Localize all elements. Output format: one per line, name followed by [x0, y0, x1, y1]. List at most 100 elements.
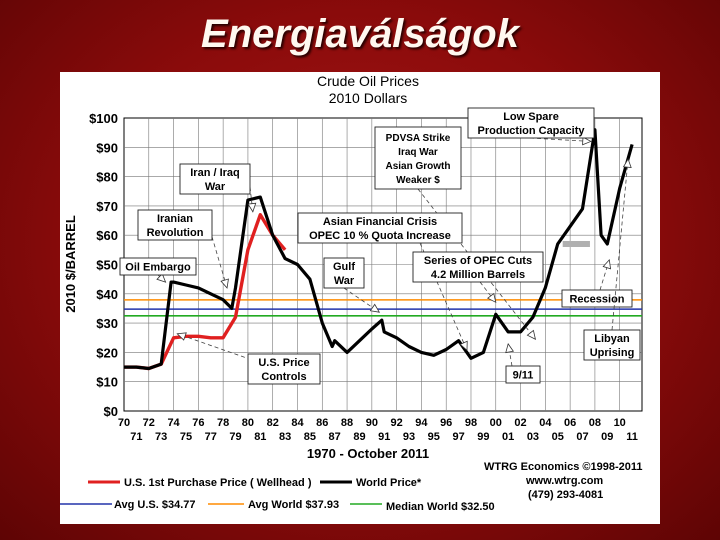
x-tick-label: 97 [452, 431, 464, 443]
chart-subtitle: 2010 Dollars [329, 90, 408, 106]
annotation-text: Series of OPEC Cuts [424, 255, 532, 267]
annotation-text: Gulf [333, 261, 355, 273]
y-tick-label: $0 [104, 404, 118, 419]
annotation-arrowhead [459, 340, 468, 352]
annotation-text: Production Capacity [478, 125, 586, 137]
annotation-asian-crisis: Asian Financial Crisis OPEC 10 % Quota In… [297, 212, 468, 352]
x-tick-label: 84 [291, 417, 304, 429]
annotation-arrowhead [487, 292, 497, 304]
annotation-libyan: Libyan Uprising [583, 158, 641, 361]
x-tick-label: 74 [167, 417, 180, 429]
annotation-price-controls: U.S. Price Controls [176, 332, 321, 385]
legend-item: World Price* [320, 477, 422, 489]
x-tick-label: 09 [601, 431, 613, 443]
x-tick-label: 11 [626, 431, 638, 443]
annotation-text: 4.2 Million Barrels [431, 269, 525, 281]
x-tick-label: 78 [217, 417, 229, 429]
annotation-opec-cuts: Series of OPEC Cuts 4.2 Million Barrels [412, 251, 544, 304]
x-tick-label: 70 [118, 417, 130, 429]
y-tick-label: $50 [96, 258, 118, 273]
x-tick-label: 87 [329, 431, 341, 443]
y-axis-label: 2010 $/BARREL [63, 215, 78, 313]
y-tick-label: $20 [96, 345, 118, 360]
x-tick-label: 00 [490, 417, 502, 429]
x-tick-label: 04 [539, 417, 552, 429]
annotation-text: Libyan [594, 333, 630, 345]
annotation-box [297, 212, 463, 244]
x-tick-label: 72 [143, 417, 155, 429]
annotation-low-spare: Low Spare Production Capacity [467, 107, 595, 146]
annotation-text: U.S. Price [258, 357, 309, 369]
x-tick-labels: 70 72 74 76 78 80 82 84 86 88 90 92 94 96 98 00 02 04 06 08… [118, 417, 638, 443]
x-tick-label: 92 [391, 417, 403, 429]
y-tick-label: $100 [89, 111, 118, 126]
x-tick-label: 01 [502, 431, 514, 443]
annotation-box [119, 257, 197, 276]
x-tick-label: 85 [304, 431, 316, 443]
annotation-arrowhead [176, 332, 187, 341]
reference-lines [124, 299, 642, 317]
y-tick-label: $70 [96, 199, 118, 214]
annotation-arrow [599, 259, 610, 291]
credit-line: www.wtrg.com [525, 475, 603, 487]
annotation-box [505, 365, 541, 384]
series-line [124, 128, 634, 371]
annotation-pdvsa: PDVSA Strike Iraq War Asian Growth Weaker $ [374, 126, 537, 340]
annotation-arrowhead [582, 136, 592, 146]
annotation-arrowhead [247, 202, 257, 213]
legend-label: Median World $32.50 [386, 501, 495, 513]
x-tick-label: 76 [192, 417, 204, 429]
annotation-gulf-war: Gulf War [323, 257, 381, 313]
annotation-arrowhead [526, 329, 537, 340]
x-tick-label: 75 [180, 431, 192, 443]
annotation-arrow [611, 158, 629, 331]
legend-item: Avg U.S. $34.77 [60, 499, 196, 511]
annotation-oil-embargo: Oil Embargo [119, 257, 197, 283]
annotation-arrow [419, 242, 468, 351]
x-tick-label: 02 [514, 417, 526, 429]
annotation-text: War [205, 181, 226, 193]
annotation-text: War [334, 275, 355, 287]
legend-item: Avg World $37.93 [208, 499, 339, 511]
credit-line: (479) 293-4081 [528, 489, 603, 501]
annotation-text: Revolution [147, 227, 204, 239]
x-tick-label: 03 [527, 431, 539, 443]
x-tick-label: 89 [353, 431, 365, 443]
x-tick-label: 96 [440, 417, 452, 429]
annotation-text: Iranian [157, 213, 193, 225]
annotation-text: Asian Financial Crisis [323, 216, 437, 228]
annotation-arrow [529, 137, 591, 142]
annotation-box [179, 163, 251, 195]
annotation-text: PDVSA Strike [386, 133, 451, 144]
y-tick-label: $80 [96, 170, 118, 185]
annotation-text: Asian Growth [385, 161, 450, 172]
x-tick-label: 73 [155, 431, 167, 443]
annotation-box [583, 329, 641, 361]
y-tick-label: $40 [96, 287, 118, 302]
x-tick-label: 05 [552, 431, 564, 443]
annotation-text: OPEC 10 % Quota Increase [309, 230, 451, 242]
annotation-arrowhead [220, 278, 229, 289]
credit-line: WTRG Economics ©1998-2011 [484, 461, 643, 473]
y-tick-label: $90 [96, 140, 118, 155]
x-tick-label: 95 [428, 431, 440, 443]
annotation-box [467, 107, 595, 139]
slide-title: Energiaválságok [201, 12, 519, 56]
annotation-iranian-revolution: Iranian Revolution [137, 209, 229, 289]
annotation-nine-eleven: 9/11 [505, 342, 541, 384]
y-tick-label: $60 [96, 228, 118, 243]
annotation-arrowhead [622, 158, 632, 168]
x-tick-label: 88 [341, 417, 353, 429]
x-tick-label: 91 [378, 431, 390, 443]
y-tick-label: $30 [96, 316, 118, 331]
annotation-recession: Recession [561, 258, 633, 308]
y-tick-label: $10 [96, 375, 118, 390]
annotation-text: Low Spare [503, 111, 559, 123]
annotation-box [137, 209, 213, 241]
annotation-box [561, 289, 633, 308]
annotation-box [247, 353, 321, 385]
annotation-text: Weaker $ [396, 175, 440, 186]
legend-item: Median World $32.50 [350, 501, 495, 513]
annotation-arrow [177, 333, 259, 363]
x-tick-label: 99 [477, 431, 489, 443]
